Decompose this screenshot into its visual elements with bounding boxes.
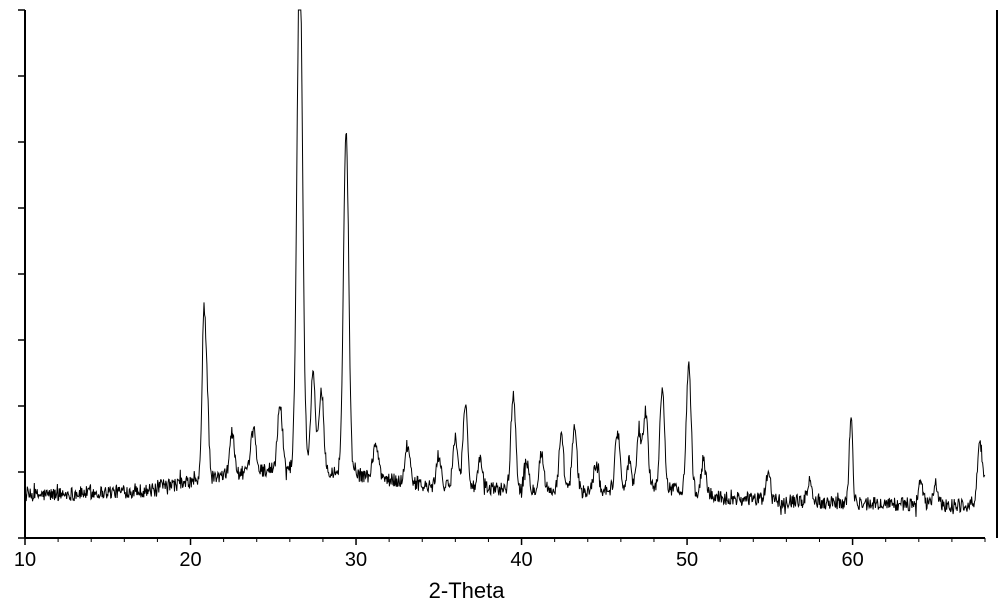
svg-text:40: 40 [510, 549, 532, 571]
svg-text:10: 10 [14, 549, 36, 571]
svg-text:30: 30 [345, 549, 367, 571]
svg-text:2-Theta: 2-Theta [429, 578, 506, 603]
svg-text:50: 50 [676, 549, 698, 571]
svg-text:20: 20 [179, 549, 201, 571]
xrd-chart: 10 20 30 40 50 60 2-Theta [0, 0, 1000, 613]
svg-text:60: 60 [841, 549, 863, 571]
